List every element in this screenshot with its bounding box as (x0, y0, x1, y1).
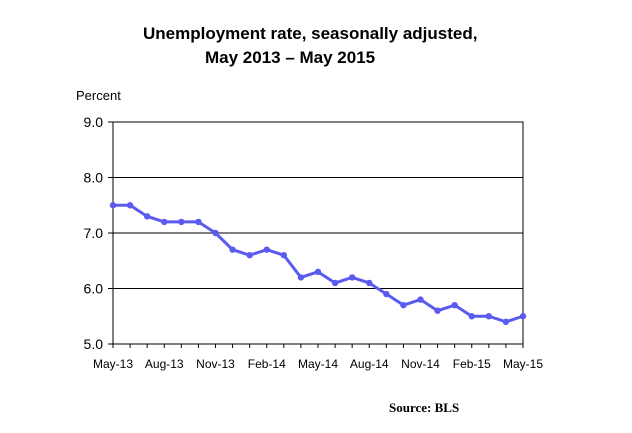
data-point (161, 218, 168, 226)
x-tick-label: May-13 (93, 357, 133, 371)
data-point (178, 218, 185, 226)
chart-title-line2: May 2013 – May 2015 (205, 48, 376, 67)
y-tick-label: 7.0 (84, 225, 104, 241)
x-tick-label: Feb-14 (248, 357, 286, 371)
data-point (229, 246, 236, 253)
data-point (519, 313, 527, 320)
x-tick-label: Aug-13 (145, 357, 184, 371)
data-point (280, 252, 288, 259)
x-axis-ticks: May-13 Aug-13 Nov-13 Feb-14 May-14 Aug-14 Nov-… (93, 344, 543, 371)
data-point (366, 279, 373, 287)
data-point (383, 290, 390, 298)
data-point (263, 246, 270, 253)
data-point (195, 218, 202, 226)
data-point (143, 213, 151, 220)
x-tick-label: Nov-14 (401, 357, 440, 371)
y-axis-label: Percent (76, 88, 121, 103)
data-point (451, 301, 458, 309)
grid-lines (113, 177, 523, 289)
chart-title-line1: Unemployment rate, seasonally adjusted, (143, 24, 478, 43)
data-point (109, 202, 117, 209)
data-point (246, 252, 253, 259)
data-point (468, 313, 475, 320)
y-tick-label: 8.0 (84, 170, 104, 186)
source-note: Source: BLS (389, 400, 460, 415)
x-tick-label: Nov-13 (196, 357, 235, 371)
data-point (400, 301, 407, 309)
y-tick-label: 9.0 (84, 114, 104, 130)
series-line (113, 203, 524, 324)
data-point (331, 279, 339, 287)
data-point (126, 202, 134, 209)
data-point (485, 313, 493, 320)
y-axis-ticks: 5.0 6.0 7.0 8.0 9.0 (84, 114, 113, 352)
data-point (314, 268, 322, 276)
data-point (434, 307, 441, 314)
data-point (297, 274, 305, 281)
y-tick-label: 6.0 (84, 281, 104, 297)
x-tick-label: Aug-14 (350, 357, 389, 371)
data-point (417, 296, 424, 303)
data-point (212, 229, 219, 237)
data-point (502, 318, 510, 325)
x-tick-label: Feb-15 (453, 357, 491, 371)
data-point (348, 274, 356, 281)
x-tick-label: May-15 (503, 357, 543, 371)
series-group (109, 202, 527, 325)
x-tick-label: May-14 (298, 357, 338, 371)
y-tick-label: 5.0 (84, 336, 104, 352)
